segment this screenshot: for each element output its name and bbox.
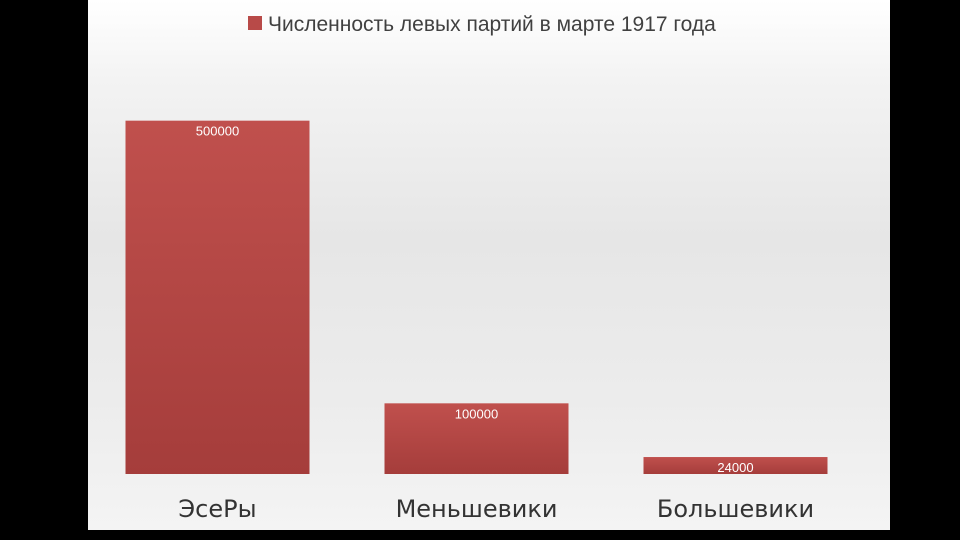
category-labels: ЭсеРы Меньшевики Большевики <box>178 495 814 523</box>
category-label-3: Большевики <box>657 495 814 523</box>
bar-1 <box>125 120 310 475</box>
legend-entry: Численность левых партий в марте 1917 го… <box>268 13 716 36</box>
legend: Численность левых партий в марте 1917 го… <box>248 13 716 36</box>
bar-2 <box>384 403 569 474</box>
data-label-1: 500000 <box>196 124 239 139</box>
data-label-3: 24000 <box>717 460 753 475</box>
value-labels: 500000 100000 24000 <box>196 124 754 475</box>
bar-3 <box>643 457 828 474</box>
legend-swatch <box>248 16 262 30</box>
bars <box>125 120 828 475</box>
category-label-1: ЭсеРы <box>178 495 256 523</box>
data-label-2: 100000 <box>455 406 498 421</box>
category-label-2: Меньшевики <box>396 495 558 523</box>
